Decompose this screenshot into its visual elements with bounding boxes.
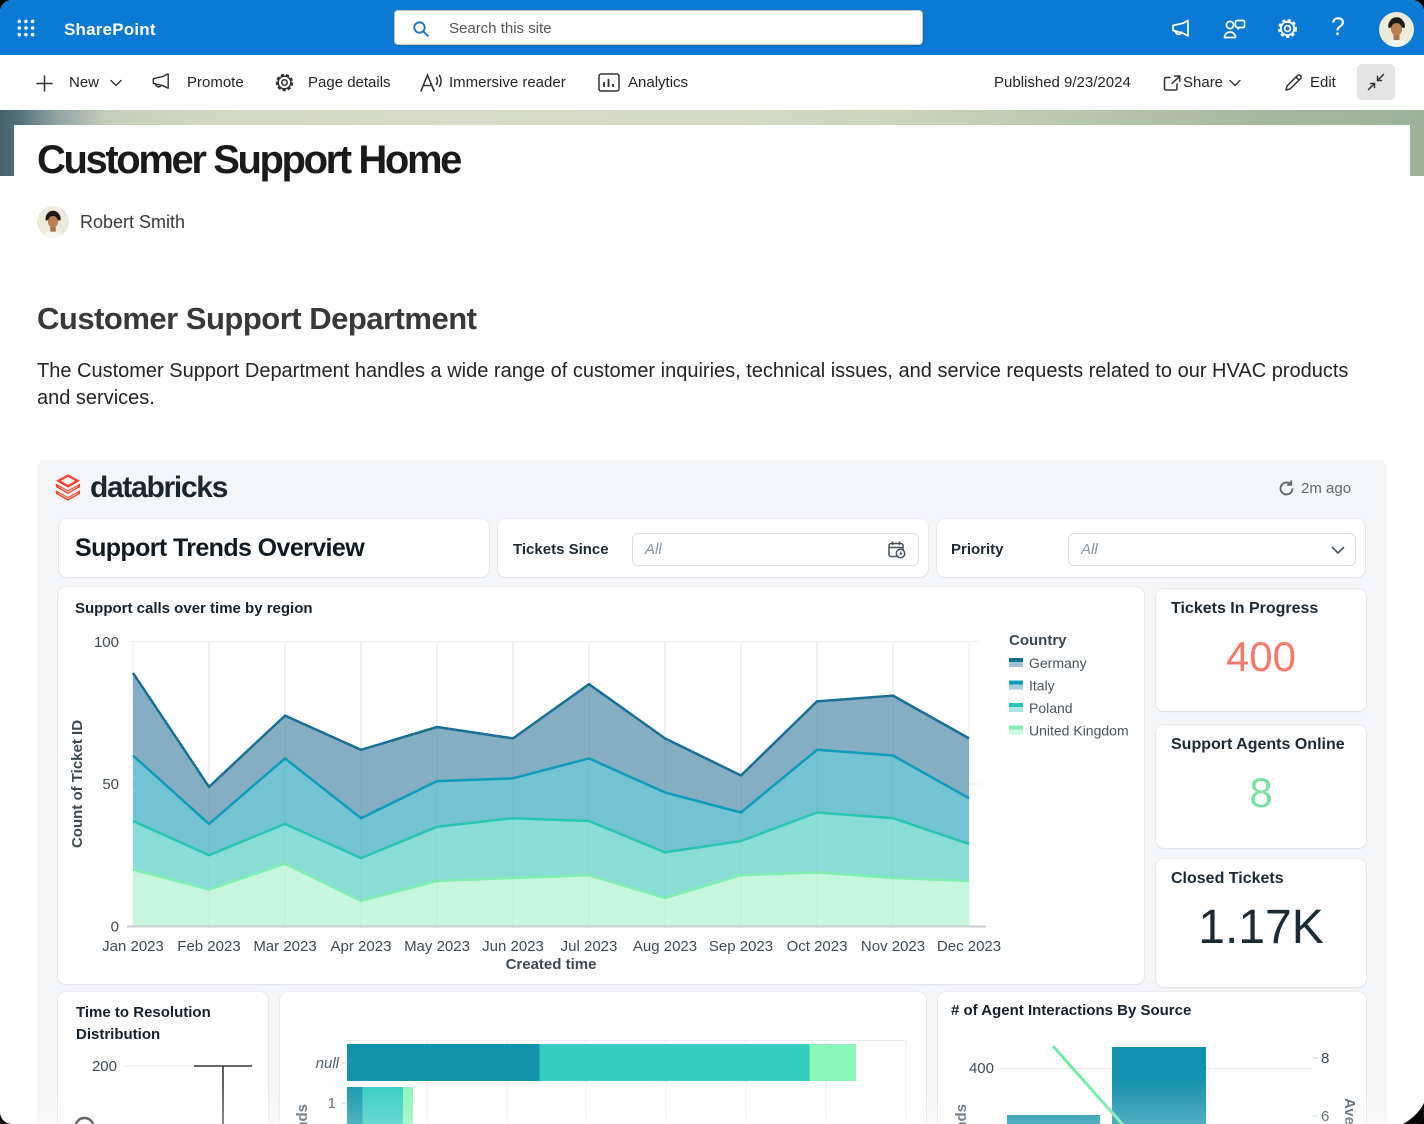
svg-text:Jun 2023: Jun 2023	[482, 938, 544, 955]
svg-text:Jul 2023: Jul 2023	[561, 938, 618, 955]
svg-text:United Kingdom: United Kingdom	[1029, 723, 1129, 739]
svg-text:Created time: Created time	[506, 956, 597, 973]
svg-text:Count of Ticket ID: Count of Ticket ID	[69, 720, 86, 848]
svg-text:Jan 2023: Jan 2023	[102, 938, 164, 955]
svg-text:# Responds: # Responds	[953, 1104, 970, 1124]
svg-text:Oct 2023: Oct 2023	[787, 938, 848, 955]
svg-text:1: 1	[328, 1095, 336, 1112]
svg-text:8: 8	[1321, 1050, 1329, 1067]
svg-text:Average Responds: Average Responds	[1341, 1098, 1358, 1124]
svg-text:Sep 2023: Sep 2023	[709, 938, 773, 955]
svg-text:200: 200	[92, 1058, 117, 1075]
svg-text:Italy: Italy	[1029, 678, 1055, 694]
svg-text:6: 6	[1321, 1108, 1329, 1124]
svg-text:50: 50	[102, 776, 119, 793]
svg-text:Dec 2023: Dec 2023	[937, 938, 1001, 955]
svg-text:0: 0	[111, 919, 119, 936]
svg-text:Mar 2023: Mar 2023	[253, 938, 316, 955]
svg-text:Aug 2023: Aug 2023	[633, 938, 697, 955]
svg-text:Apr 2023: Apr 2023	[331, 938, 392, 955]
svg-text:Germany: Germany	[1029, 655, 1087, 671]
svg-text:# Responds: # Responds	[294, 1104, 311, 1124]
svg-text:null: null	[316, 1055, 340, 1072]
svg-text:May 2023: May 2023	[404, 938, 470, 955]
svg-text:100: 100	[94, 634, 119, 651]
svg-text:Poland: Poland	[1029, 700, 1073, 716]
svg-text:Country: Country	[1009, 632, 1067, 649]
svg-text:Nov 2023: Nov 2023	[861, 938, 925, 955]
svg-text:400: 400	[969, 1060, 994, 1077]
svg-text:Feb 2023: Feb 2023	[177, 938, 240, 955]
